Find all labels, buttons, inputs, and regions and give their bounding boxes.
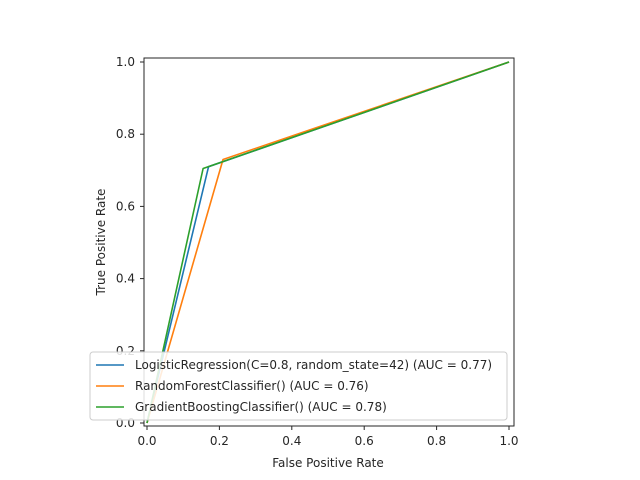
plot-lines [146,61,510,424]
x-tick-label: 0.2 [210,434,229,448]
y-tick-label: 0.6 [116,199,135,213]
x-tick-label: 1.0 [499,434,518,448]
plot-frame [143,57,515,427]
x-tick-label: 0.4 [282,434,301,448]
x-tick-label: 0.6 [355,434,374,448]
legend-entry-label: LogisticRegression(C=0.8, random_state=4… [135,358,492,372]
y-tick-label: 0.4 [116,272,135,286]
y-tick-label: 1.0 [116,55,135,69]
y-axis-label: True Positive Rate [94,189,108,297]
x-tick-label: 0.8 [427,434,446,448]
x-tick-label: 0.0 [137,434,156,448]
legend: LogisticRegression(C=0.8, random_state=4… [89,351,508,421]
x-axis-label: False Positive Rate [272,456,384,470]
legend-entry-label: GradientBoostingClassifier() (AUC = 0.78… [135,400,387,414]
y-tick-label: 0.8 [116,127,135,141]
x-axis-ticks: 0.0 0.2 0.4 0.6 0.8 1.0 [137,426,519,448]
legend-box [89,351,508,421]
legend-entry-label: RandomForestClassifier() (AUC = 0.76) [135,379,369,393]
series-line-2 [146,61,510,424]
